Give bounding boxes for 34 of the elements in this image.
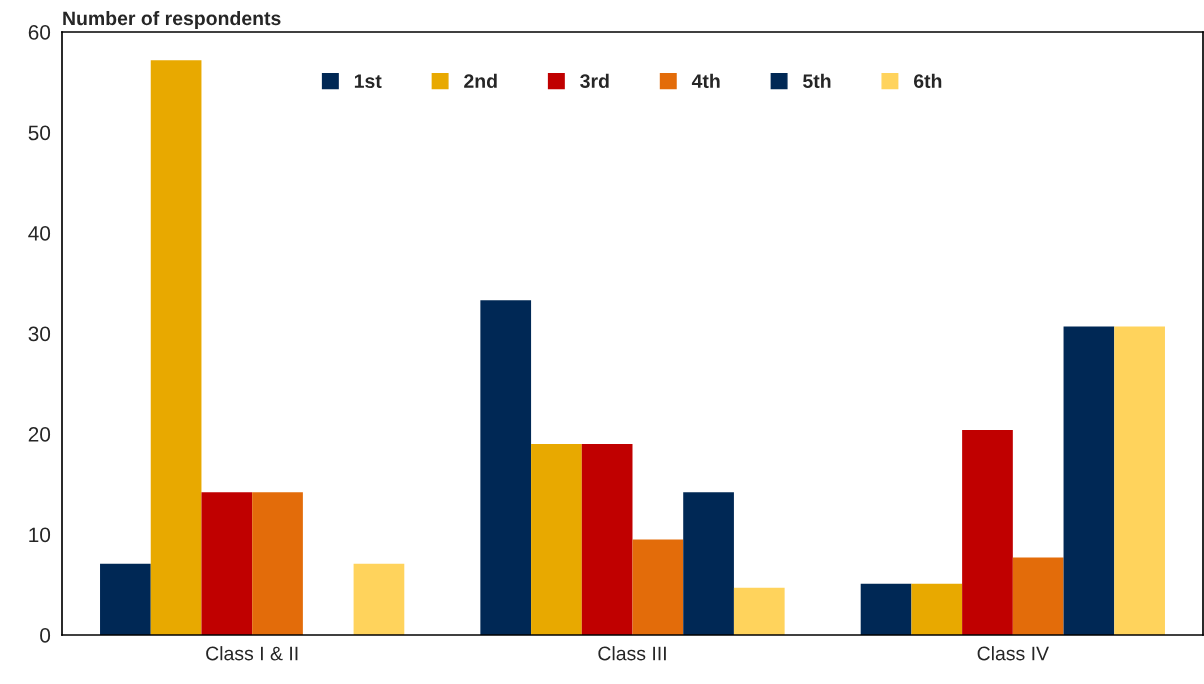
- legend-label: 2nd: [464, 73, 497, 89]
- bar: [353, 563, 405, 635]
- y-tick-label: 0: [40, 628, 51, 643]
- bar: [581, 444, 633, 635]
- bar: [860, 583, 912, 635]
- y-tick-label: 30: [28, 326, 51, 342]
- bar: [201, 492, 253, 635]
- bar: [962, 429, 1013, 635]
- bar: [733, 587, 785, 635]
- bar: [911, 583, 963, 635]
- x-tick-label: Class III: [598, 646, 666, 661]
- bar: [632, 539, 684, 635]
- bar: [1012, 557, 1064, 635]
- legend-label: 1st: [354, 74, 382, 89]
- bar: [1063, 326, 1115, 635]
- bar: [480, 300, 532, 635]
- bar: [1114, 326, 1165, 635]
- bar: [252, 492, 303, 635]
- bar: [531, 444, 582, 635]
- x-tick-label: Class IV: [977, 646, 1049, 661]
- legend-label: 5th: [803, 73, 831, 89]
- bar: [100, 563, 151, 635]
- y-tick-label: 20: [28, 427, 51, 442]
- legend-label: 3rd: [580, 73, 609, 89]
- bar: [683, 492, 734, 635]
- y-tick-label: 50: [28, 125, 51, 141]
- legend-label: 6th: [913, 73, 942, 89]
- y-axis-title: Number of respondents: [63, 10, 281, 30]
- x-tick-label: Class I & II: [206, 646, 298, 661]
- y-tick-label: 10: [29, 527, 51, 543]
- legend-label: 4th: [691, 73, 720, 88]
- y-tick-label: 60: [28, 25, 51, 40]
- bar: [150, 60, 202, 635]
- y-tick-label: 40: [28, 226, 51, 241]
